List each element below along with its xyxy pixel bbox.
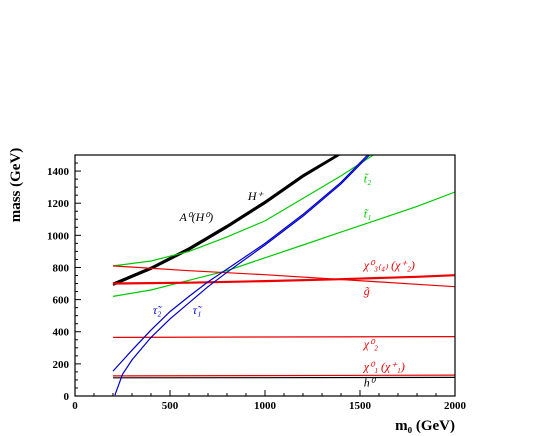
y-tick-label: 0 [64,391,70,403]
curve-label: A⁰(H⁰) [179,210,214,224]
series-line [112,155,340,286]
curve-label: χ⁰₃₍₄₎ (χ⁺₂) [363,258,415,272]
curve-label: h⁰ [364,375,377,389]
series-line [112,155,374,267]
x-tick-label: 1000 [254,400,277,412]
x-tick-label: 2000 [444,400,467,412]
y-tick-label: 1200 [47,198,70,210]
series-line [112,374,455,377]
axes-layer: 0 500 1000 1500 2000 0 200 400 600 800 1000 1200 140… [47,162,467,412]
curve-label: χ⁰₁ (χ⁺₁) [363,359,405,373]
curve-label: t̃₁ [364,207,372,221]
curve-label: t̃₂ [364,171,372,185]
x-tick-label: 500 [162,400,179,412]
y-tick-label: 400 [53,327,70,339]
y-tick-label: 1400 [47,166,70,178]
series-line [112,155,369,372]
y-tick-label: 600 [53,295,70,307]
series-line [112,155,338,285]
series-line [112,336,455,338]
y-axis-title: mass (GeV) [8,148,24,223]
y-tick-label: 800 [53,262,70,274]
x-tick-label: 1500 [349,400,372,412]
series-line [112,274,455,285]
series-line [112,265,455,288]
curve-label: τ̃₂ [153,303,162,317]
curve-label: τ̃₁ [193,303,202,317]
curves-layer [112,155,455,396]
series-line [112,191,455,297]
x-tick-label: 0 [72,400,78,412]
y-tick-label: 200 [53,359,70,371]
curve-label: χ⁰₂ [363,337,378,351]
curve-labels-layer: H⁺ A⁰(H⁰) t̃₂ t̃₁ χ⁰₃₍₄₎ (χ⁺₂) g̃ χ⁰₂ χ⁰₁ (χ⁺₁)… [153,171,415,389]
series-line [114,155,370,396]
curve-label: H⁺ [247,189,265,203]
y-tick-label: 1000 [47,230,70,242]
x-axis-title: m₀ (GeV) [395,418,455,434]
curve-label: g̃ [364,284,370,298]
